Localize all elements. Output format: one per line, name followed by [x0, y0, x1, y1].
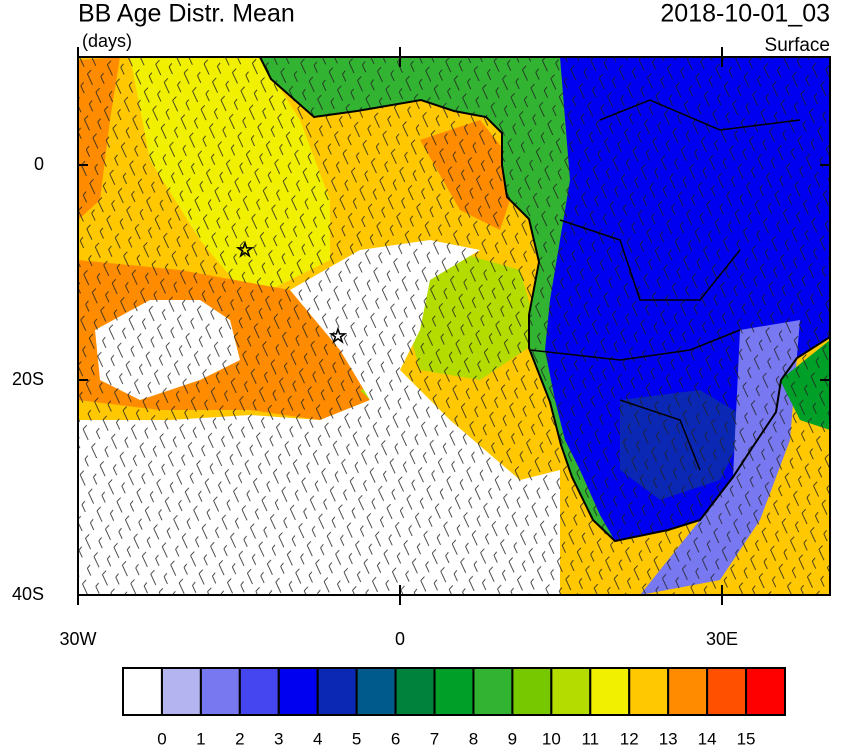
lat-label: 20S: [12, 369, 44, 389]
date: 2018-10-01_03: [660, 0, 830, 28]
colorbar-label: 5: [352, 729, 361, 748]
colorbar-box: [511, 667, 553, 716]
star-marker: ☆: [329, 325, 347, 347]
colorbar-label: 8: [469, 729, 478, 748]
colorbar-box: [355, 667, 397, 716]
colorbar-box: [316, 667, 358, 716]
colorbar-box: [589, 667, 631, 716]
colorbar-box: [199, 667, 241, 716]
star-marker: ☆: [236, 239, 254, 261]
colorbar-label: 13: [659, 729, 678, 748]
coastline: [259, 57, 830, 543]
borders: [529, 99, 801, 471]
wind-barbs: [78, 57, 830, 595]
colorbar-box: [628, 667, 670, 716]
colorbar-label: 3: [274, 729, 283, 748]
colorbar-box: [433, 667, 475, 716]
colorbar-box: [550, 667, 592, 716]
colorbar-label: 6: [391, 729, 400, 748]
colorbar-box: [472, 667, 514, 716]
colorbar-label: 11: [581, 729, 599, 748]
colorbar-label: 12: [620, 729, 639, 748]
lon-label: 30E: [706, 629, 738, 649]
lat-label: 0: [34, 154, 44, 174]
lon-label: 0: [395, 629, 405, 649]
colorbar-label: 1: [196, 729, 205, 748]
colorbar-box: [667, 667, 709, 716]
colorbar-box: [706, 667, 748, 716]
colorbar-box: [277, 667, 319, 716]
colorbar-box: [745, 667, 787, 716]
colorbar: 0 1 2 3 4 5 6 7 8 9 10 11 12 13 14 15: [122, 667, 787, 748]
colorbar-box: [394, 667, 436, 716]
lon-label: 30W: [59, 629, 96, 649]
colorbar-label: 0: [157, 729, 166, 748]
title: BB Age Distr. Mean: [78, 0, 295, 28]
colorbar-label: 2: [235, 729, 244, 748]
level: Surface: [765, 35, 830, 56]
colorbar-label: 7: [430, 729, 439, 748]
colorbar-label: 4: [313, 729, 322, 748]
axes: 0 20S 40S 30W 0 30E: [12, 47, 830, 649]
colorbar-box: [238, 667, 280, 716]
colorbar-box: [160, 667, 202, 716]
map-field: ☆ ☆: [78, 57, 830, 595]
colorbar-label: 9: [508, 729, 517, 748]
map-frame: [77, 56, 831, 596]
colorbar-box: [122, 667, 163, 716]
units: (days): [82, 31, 132, 51]
colorbar-label: 15: [737, 729, 756, 748]
colorbar-label: 14: [698, 729, 717, 748]
colorbar-label: 10: [542, 729, 561, 748]
lat-label: 40S: [12, 584, 44, 604]
